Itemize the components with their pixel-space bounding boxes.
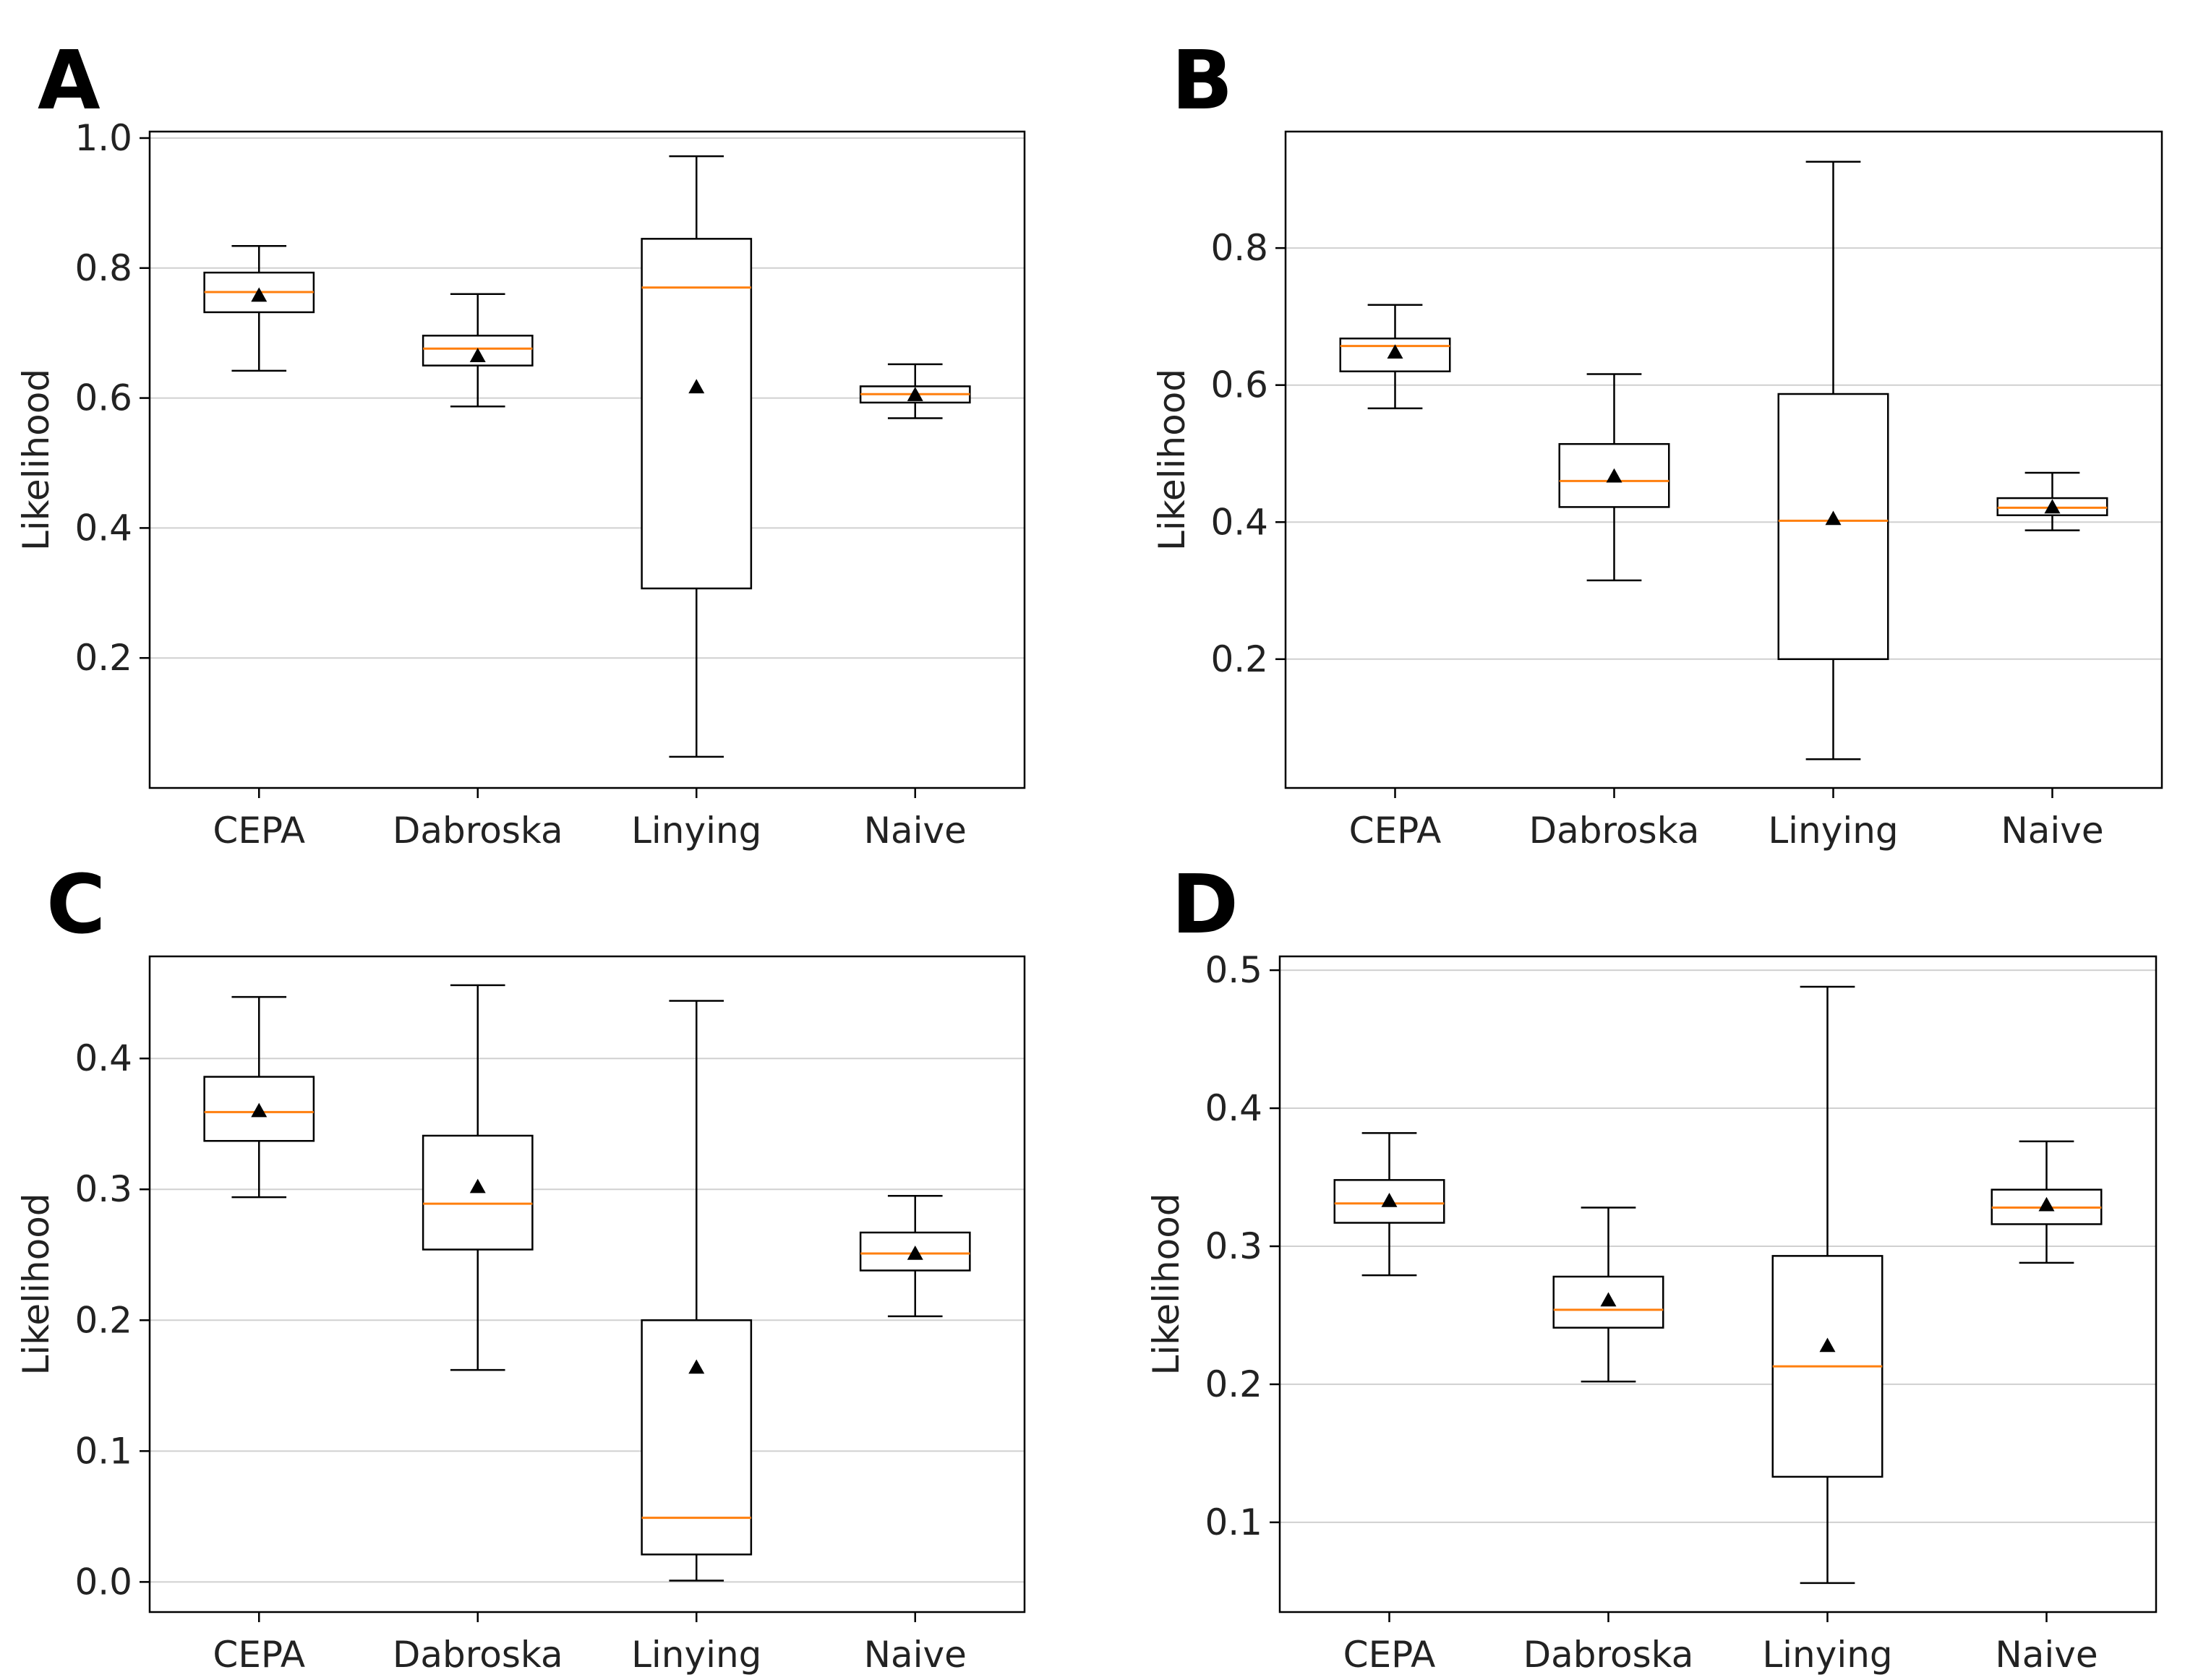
mean-marker <box>1825 510 1842 526</box>
y-axis-title: Likelihood <box>1145 1193 1187 1375</box>
x-tick-label: Linying <box>1762 1634 1892 1676</box>
x-tick-label: CEPA <box>1349 810 1442 852</box>
box-naive <box>1996 471 2108 531</box>
x-tick-label: CEPA <box>213 810 305 852</box>
mean-marker <box>251 1102 268 1118</box>
mean-marker <box>2038 1196 2055 1212</box>
mean-marker <box>1606 468 1622 483</box>
mean-marker <box>469 1178 486 1193</box>
y-tick-label: 0.2 <box>74 637 132 679</box>
box-naive <box>859 1195 971 1318</box>
plot-frame <box>148 955 1026 1613</box>
x-tick-label: Naive <box>1995 1634 2098 1676</box>
y-tick-label: 0.4 <box>1205 1087 1262 1129</box>
iqr-box <box>641 1319 753 1556</box>
y-tick-label: 0.4 <box>74 507 132 549</box>
x-tick-label: Linying <box>1768 810 1898 852</box>
x-tick-label: Dabroska <box>1529 810 1700 852</box>
y-tick-label: 0.3 <box>74 1168 132 1210</box>
x-tick-label: Dabroska <box>1523 1634 1694 1676</box>
box-cepa <box>1333 1132 1445 1277</box>
x-tick-label: CEPA <box>1343 1634 1436 1676</box>
x-tick-label: Naive <box>2001 810 2103 852</box>
y-tick-label: 0.4 <box>74 1037 132 1079</box>
iqr-box <box>1333 1179 1445 1224</box>
panel-d: D 0.1 0.2 0.3 0.4 0.5 Likelihood CEPA Dabroska Li… <box>1145 858 2158 1676</box>
mean-marker <box>1387 344 1403 359</box>
panels: A 0.2 0.4 0.6 0.8 1.0 Likelihood CEPA Dabroska Li… <box>15 34 2163 1676</box>
box-cepa <box>203 244 315 372</box>
y-tick-label: 0.3 <box>1205 1225 1262 1267</box>
y-tick-label: 0.2 <box>1205 1363 1262 1405</box>
box-dabroska <box>1552 1207 1664 1383</box>
mean-marker <box>907 1245 923 1260</box>
box-dabroska <box>422 984 534 1371</box>
y-axis-title: Likelihood <box>15 369 57 551</box>
iqr-box <box>1777 393 1889 661</box>
mean-marker <box>1819 1337 1836 1353</box>
y-tick-label: 0.6 <box>1210 364 1268 406</box>
plot-frame <box>1284 130 2163 789</box>
box-cepa <box>203 995 315 1199</box>
x-tick-label: Dabroska <box>393 1634 563 1676</box>
x-tick-label: Linying <box>631 1634 761 1676</box>
y-axis-title: Likelihood <box>15 1193 57 1375</box>
mean-marker <box>469 348 486 362</box>
x-tick-label: Naive <box>864 1634 967 1676</box>
panel-a: A 0.2 0.4 0.6 0.8 1.0 Likelihood CEPA Dabroska Li… <box>15 34 1026 852</box>
x-tick-label: Naive <box>864 810 967 852</box>
y-tick-label: 0.8 <box>1210 227 1268 269</box>
y-tick-label: 0.2 <box>74 1299 132 1341</box>
box-cepa <box>1339 304 1451 410</box>
y-tick-label: 0.1 <box>74 1430 132 1472</box>
panel-label: D <box>1171 858 1239 952</box>
y-tick-label: 0.6 <box>74 377 132 419</box>
x-tick-label: Linying <box>631 810 761 852</box>
panel-label: B <box>1171 34 1233 128</box>
box-linying <box>1777 160 1889 760</box>
y-tick-label: 0.1 <box>1205 1501 1262 1543</box>
box-dabroska <box>1558 373 1670 582</box>
y-tick-label: 0.2 <box>1210 638 1268 680</box>
x-tick-label: CEPA <box>213 1634 305 1676</box>
y-tick-label: 0.8 <box>74 247 132 289</box>
panel-label: A <box>38 34 101 128</box>
box-linying <box>641 1000 753 1582</box>
mean-marker <box>251 287 268 302</box>
box-dabroska <box>422 293 534 408</box>
box-naive <box>1991 1140 2103 1264</box>
mean-marker <box>688 379 705 394</box>
y-tick-label: 1.0 <box>74 117 132 159</box>
box-naive <box>859 363 971 419</box>
box-linying <box>1771 985 1883 1585</box>
y-tick-label: 0.0 <box>74 1561 132 1603</box>
mean-marker <box>2044 499 2061 514</box>
x-tick-label: Dabroska <box>393 810 563 852</box>
y-tick-label: 0.4 <box>1210 501 1268 543</box>
panel-b: B 0.2 0.4 0.6 0.8 Likelihood CEPA Dabroska Linyi… <box>1151 34 2163 852</box>
y-tick-label: 0.5 <box>1205 949 1262 991</box>
panel-label: C <box>46 858 106 952</box>
plot-frame <box>1278 955 2158 1613</box>
y-axis-title: Likelihood <box>1151 369 1193 551</box>
iqr-box <box>641 238 753 590</box>
mean-marker <box>907 387 923 401</box>
box-linying <box>641 155 753 758</box>
plot-frame <box>148 130 1026 789</box>
panel-c: C 0.0 0.1 0.2 0.3 0.4 Likelihood CEPA Dabroska Li… <box>15 858 1026 1676</box>
mean-marker <box>688 1359 705 1374</box>
mean-marker <box>1600 1292 1617 1307</box>
mean-marker <box>1381 1192 1398 1207</box>
